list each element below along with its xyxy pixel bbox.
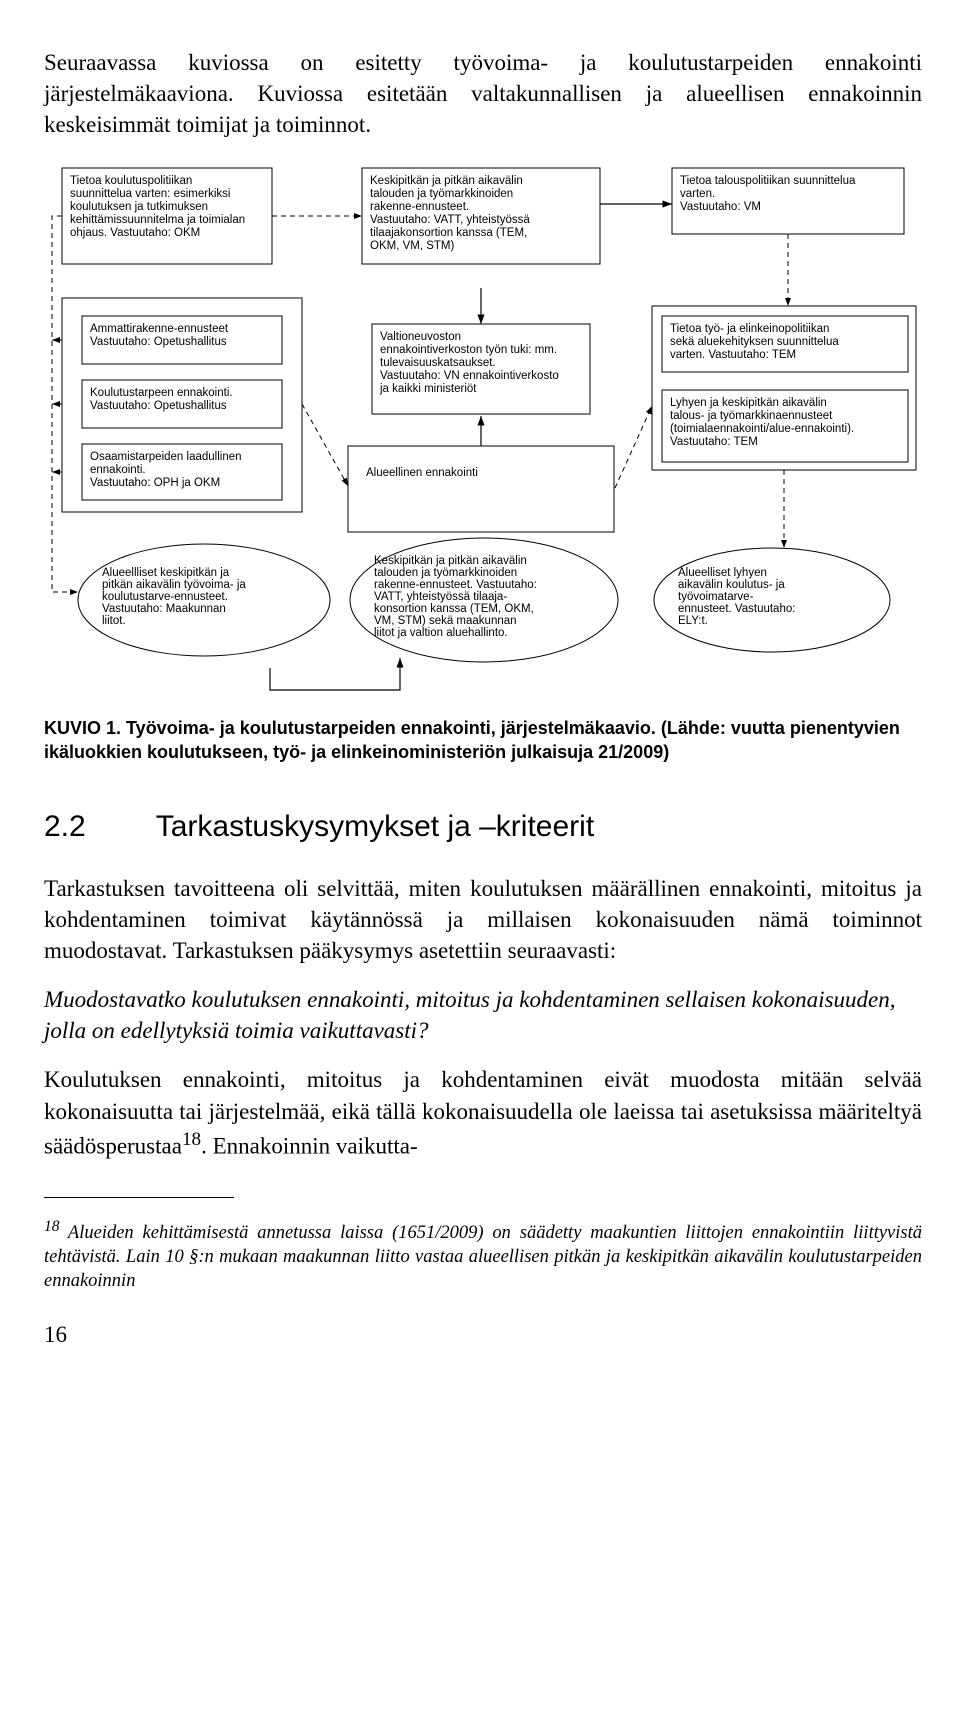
body-paragraph-2-italic: Muodostavatko koulutuksen ennakointi, mi… xyxy=(44,984,922,1046)
svg-text:Alueelliset lyhyenaikavälin ko: Alueelliset lyhyenaikavälin koulutus- ja… xyxy=(678,567,795,627)
footnote-text: Alueiden kehittämisestä annetussa laissa… xyxy=(44,1223,922,1291)
svg-text:Keskipitkän ja pitkän aikaväli: Keskipitkän ja pitkän aikavälintalouden … xyxy=(374,555,537,639)
footnote-18: 18 Alueiden kehittämisestä annetussa lai… xyxy=(44,1217,922,1293)
body-paragraph-3b: . Ennakoinnin vaikutta- xyxy=(201,1133,418,1158)
svg-text:Tietoa talouspolitiikan suunni: Tietoa talouspolitiikan suunnitteluavart… xyxy=(680,175,856,213)
svg-text:Ammattirakenne-ennusteetVastuu: Ammattirakenne-ennusteetVastuutaho: Opet… xyxy=(90,323,229,348)
body-paragraph-1: Tarkastuksen tavoitteena oli selvittää, … xyxy=(44,873,922,966)
svg-text:Alueellliset keskipitkän japit: Alueellliset keskipitkän japitkän aikavä… xyxy=(102,567,246,627)
body-paragraph-3a: Koulutuksen ennakointi, mitoitus ja kohd… xyxy=(44,1067,922,1158)
svg-text:Koulutustarpeen ennakointi.Vas: Koulutustarpeen ennakointi.Vastuutaho: O… xyxy=(90,387,233,412)
svg-text:Lyhyen ja keskipitkän aikaväli: Lyhyen ja keskipitkän aikavälintalous- j… xyxy=(670,397,854,448)
intro-paragraph: Seuraavassa kuviossa on esitetty työvoim… xyxy=(44,47,922,140)
body-paragraph-3: Koulutuksen ennakointi, mitoitus ja kohd… xyxy=(44,1064,922,1161)
svg-text:Tietoa työ- ja elinkeinopoliti: Tietoa työ- ja elinkeinopolitiikansekä a… xyxy=(670,323,839,361)
svg-text:Osaamistarpeiden laadullinenen: Osaamistarpeiden laadullinenennakointi.V… xyxy=(90,451,242,489)
svg-text:Keskipitkän ja pitkän aikaväli: Keskipitkän ja pitkän aikavälintalouden … xyxy=(370,175,530,252)
section-title: Tarkastuskysymykset ja –kriteerit xyxy=(156,807,594,848)
section-number: 2.2 xyxy=(44,807,86,848)
page-number: 16 xyxy=(44,1319,922,1350)
svg-text:Alueellinen ennakointi: Alueellinen ennakointi xyxy=(366,467,478,479)
svg-text:Valtioneuvostonennakointiverko: Valtioneuvostonennakointiverkoston työn … xyxy=(379,331,559,395)
svg-text:Tietoa koulutuspolitiikansuunn: Tietoa koulutuspolitiikansuunnittelua va… xyxy=(70,175,245,239)
figure-caption: KUVIO 1. Työvoima- ja koulutustarpeiden … xyxy=(44,716,922,765)
footnote-ref-18: 18 xyxy=(182,1129,201,1150)
footnote-rule xyxy=(44,1197,234,1198)
footnote-number: 18 xyxy=(44,1218,59,1235)
system-diagram: Tietoa koulutuspolitiikansuunnittelua va… xyxy=(44,158,922,698)
section-heading: 2.2 Tarkastuskysymykset ja –kriteerit xyxy=(44,807,922,848)
